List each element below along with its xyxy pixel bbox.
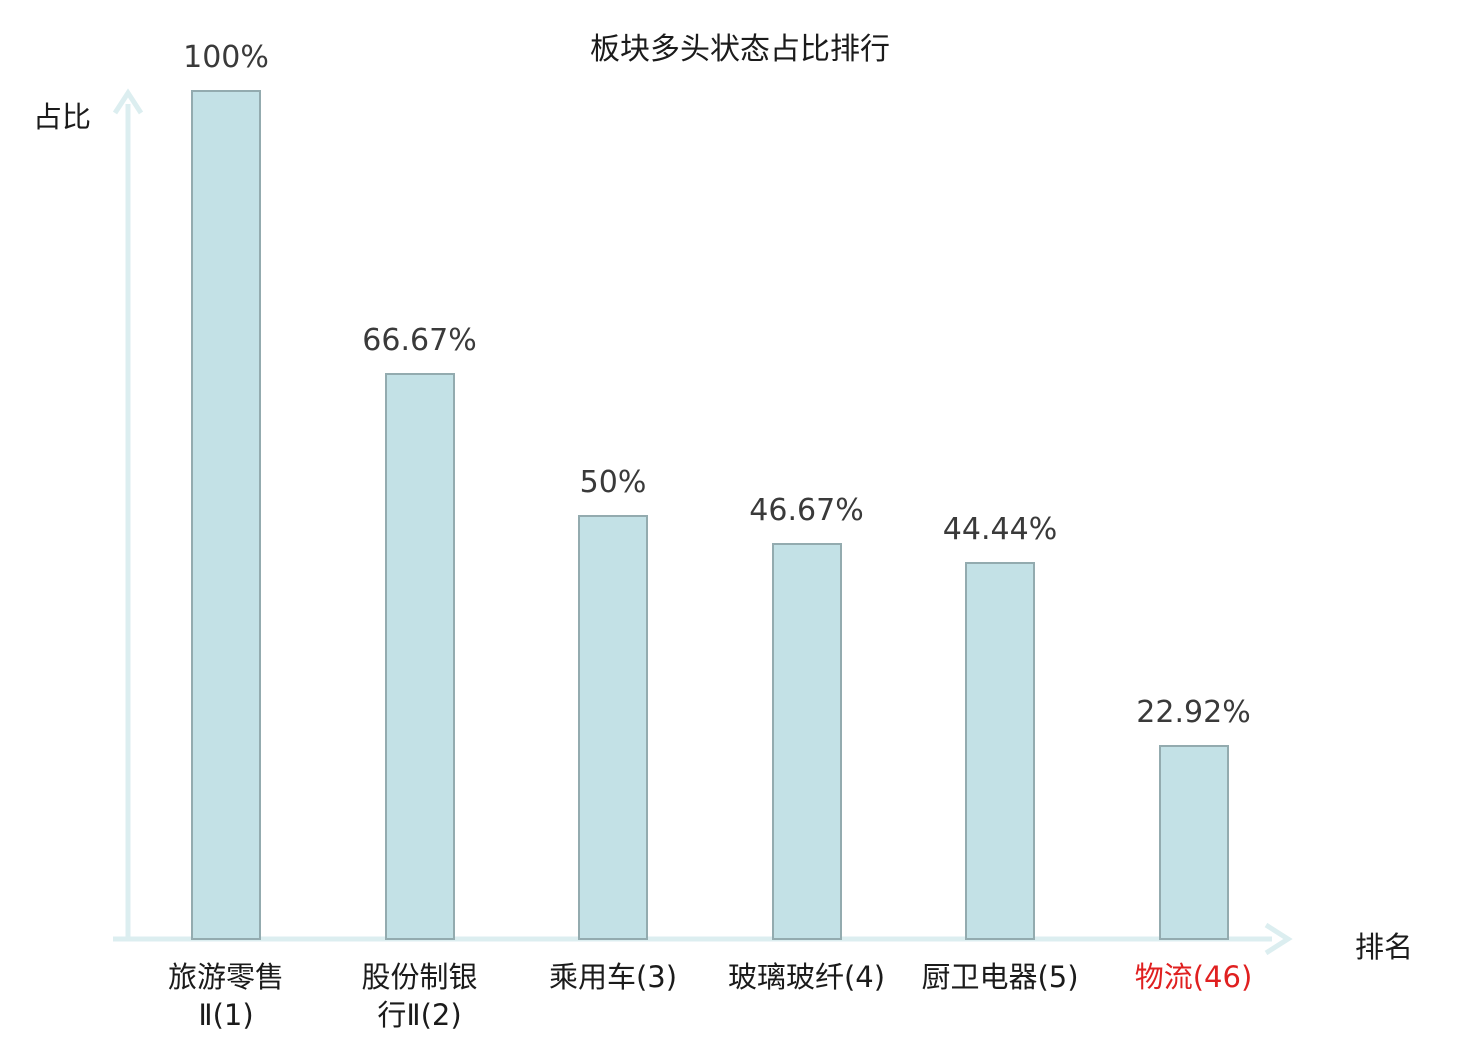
y-axis-arrow-icon [112,88,144,115]
bar-tick-label-line: 乘用车(3) [548,960,678,994]
bar-tick-label: 物流(46) [1135,958,1253,996]
bar-tick-label-line: 厨卫电器(5) [921,960,1079,994]
bar-tick-label-line: Ⅱ(1) [198,998,254,1032]
bar-tick-label: 厨卫电器(5) [921,958,1078,996]
bar-value-label: 100% [183,40,269,75]
x-axis-title: 排名 [1355,930,1414,964]
bar-tick-label: 旅游零售 Ⅱ(1) [168,958,284,1034]
bar-value-label: 66.67% [362,323,477,359]
bar [771,543,842,940]
x-axis-arrow-icon [1264,922,1293,956]
bar [191,90,261,940]
bar-value-label: 44.44% [942,512,1058,548]
bar [1158,745,1229,940]
chart-title: 板块多头状态占比排行 [590,32,890,67]
bar [578,515,648,940]
bar-tick-label: 股份制银行Ⅱ(2) [361,958,477,1034]
y-axis-title: 占比 [33,100,92,134]
bar-tick-label-line: 股份制银 [361,960,478,994]
bar-tick-label: 玻璃玻纤(4) [728,958,885,996]
bar-tick-label-line: 旅游零售 [167,960,285,994]
bar-tick-label: 乘用车(3) [549,958,677,996]
bar-value-label: 46.67% [749,493,864,529]
bar [384,373,455,940]
bar-tick-label-line: 行Ⅱ(2) [377,998,462,1032]
bar-tick-label-line: 玻璃玻纤(4) [727,960,886,994]
bar-value-label: 22.92% [1136,695,1251,731]
bar [965,562,1035,940]
bar-value-label: 50% [579,465,647,500]
bar-tick-label-line: 物流(46) [1134,960,1253,994]
